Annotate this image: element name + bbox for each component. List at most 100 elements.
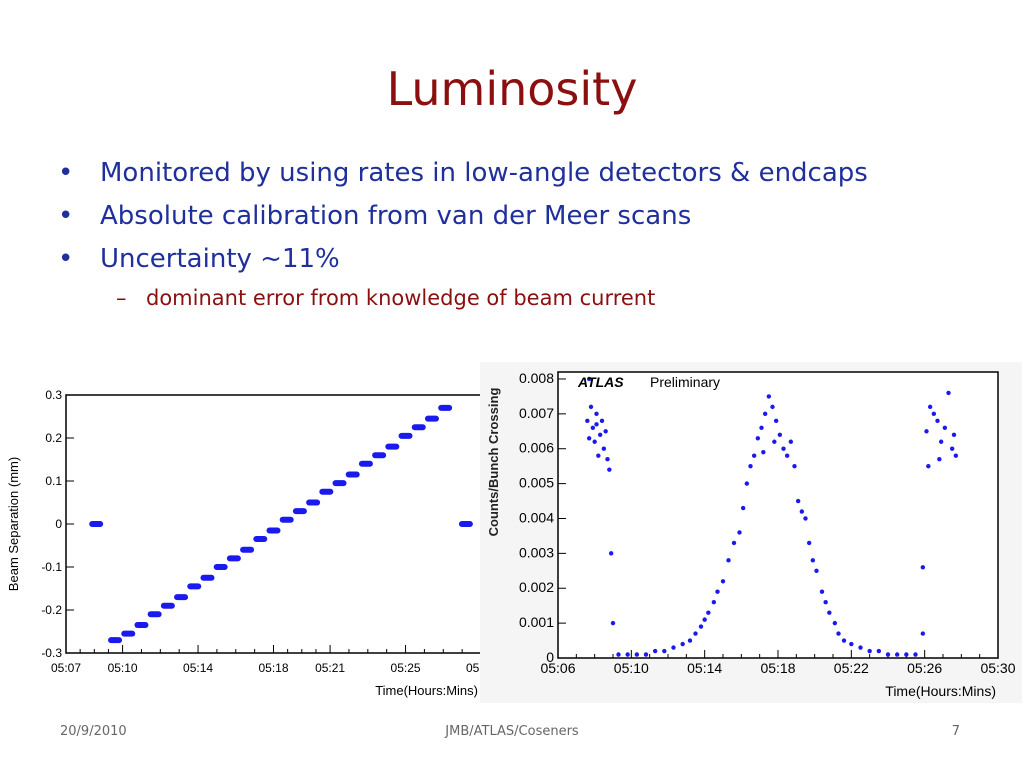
data-point: [927, 404, 933, 410]
data-point: [586, 436, 592, 441]
data-point: [819, 589, 825, 594]
x-tick-label: 05:22: [834, 660, 869, 676]
bullet-item: • Uncertainty ~11%: [58, 238, 1008, 281]
y-tick-label: 0.007: [519, 405, 554, 421]
data-point: [926, 463, 931, 469]
data-point: [937, 456, 942, 462]
x-tick-label: 05:26: [907, 660, 942, 676]
data-point: [938, 439, 944, 444]
data-point: [951, 432, 957, 437]
data-point: [372, 452, 387, 459]
data-point: [174, 594, 189, 601]
x-axis-label: Time(Hours:Mins): [375, 683, 478, 698]
data-point: [588, 404, 594, 410]
data-point: [904, 652, 909, 657]
data-point: [590, 425, 596, 431]
data-point: [385, 443, 400, 450]
data-point: [240, 546, 255, 553]
x-tick-label: 05:14: [183, 661, 213, 675]
data-point: [89, 521, 104, 527]
data-point: [810, 558, 816, 563]
atlas-label: ATLAS: [577, 374, 624, 390]
data-point: [608, 551, 614, 556]
data-point: [744, 481, 750, 486]
x-tick-label: 05:21: [315, 661, 345, 675]
data-point: [942, 425, 948, 431]
data-point: [953, 453, 959, 458]
page-number: 7: [951, 724, 960, 739]
sub-bullet-marker: –: [116, 286, 127, 310]
data-point: [788, 439, 794, 444]
y-tick-label: 0.1: [45, 474, 62, 488]
data-point: [687, 638, 693, 643]
x-tick-label: 05:25: [391, 661, 421, 675]
y-tick-label: 0.3: [45, 388, 62, 402]
data-point: [885, 652, 891, 657]
data-point: [226, 555, 241, 562]
y-tick-label: 0.008: [519, 370, 554, 386]
data-point: [759, 425, 764, 431]
data-point: [121, 630, 136, 637]
data-point: [458, 521, 473, 527]
data-point: [603, 429, 608, 434]
data-point: [858, 645, 863, 650]
x-tick-label: 05:10: [614, 660, 649, 676]
data-point: [605, 456, 610, 462]
axis-ticks: 05:06 05:10 05:14 05:18 05:22 05:26 05:30 0.008…: [519, 370, 1016, 676]
plot-frame: [65, 394, 482, 654]
y-tick-label: 0.004: [519, 509, 554, 525]
y-axis-label: Counts/Bunch Crossing: [486, 388, 501, 537]
data-point: [867, 648, 872, 654]
data-point: [748, 463, 753, 469]
data-point: [319, 488, 334, 495]
data-point: [625, 652, 630, 657]
data-point: [438, 404, 453, 411]
x-tick-label: 05:18: [258, 661, 288, 675]
data-point: [740, 505, 746, 511]
data-point: [585, 418, 590, 424]
data-point: [770, 404, 775, 410]
data-point: [795, 498, 801, 504]
data-point: [803, 516, 808, 521]
data-point: [814, 568, 819, 574]
data-point: [187, 583, 202, 590]
data-point: [737, 530, 742, 535]
data-point: [836, 631, 841, 636]
bullet-marker: •: [58, 158, 74, 188]
bullet-text: Monitored by using rates in low-angle de…: [100, 158, 868, 188]
data-point: [597, 432, 603, 437]
data-point: [424, 415, 439, 422]
y-tick-label: 0.005: [519, 475, 554, 491]
axis-ticks: 05:0705:1005:1405:1805:2105:2505:290.30.…: [41, 388, 496, 675]
data-point: [147, 611, 162, 618]
bullet-text: Absolute calibration from van der Meer s…: [100, 201, 692, 231]
data-point: [253, 536, 268, 543]
data-point: [698, 624, 704, 629]
y-tick-label: 0.003: [519, 544, 554, 560]
data-point: [777, 432, 783, 437]
data-point: [946, 390, 951, 396]
data-point: [306, 499, 321, 506]
data-point: [913, 652, 918, 657]
counts-chart: 05:06 05:10 05:14 05:18 05:22 05:26 05:30 0.008…: [480, 362, 1022, 703]
data-point: [823, 599, 828, 605]
data-point: [931, 411, 937, 417]
data-point: [755, 436, 761, 441]
data-point: [108, 637, 123, 644]
data-point: [920, 565, 926, 570]
y-tick-label: 0.2: [45, 431, 62, 445]
data-point: [594, 411, 599, 417]
bullet-marker: •: [58, 244, 74, 274]
data-point: [160, 602, 175, 609]
data-point: [784, 453, 790, 458]
data-point: [411, 424, 426, 431]
data-point: [894, 652, 900, 657]
data-point: [279, 516, 294, 523]
data-point: [761, 450, 766, 455]
data-point: [345, 471, 360, 478]
data-point: [920, 631, 926, 636]
data-point: [731, 540, 737, 546]
data-point: [832, 620, 838, 626]
data-point: [949, 446, 955, 451]
data-point: [592, 439, 597, 444]
